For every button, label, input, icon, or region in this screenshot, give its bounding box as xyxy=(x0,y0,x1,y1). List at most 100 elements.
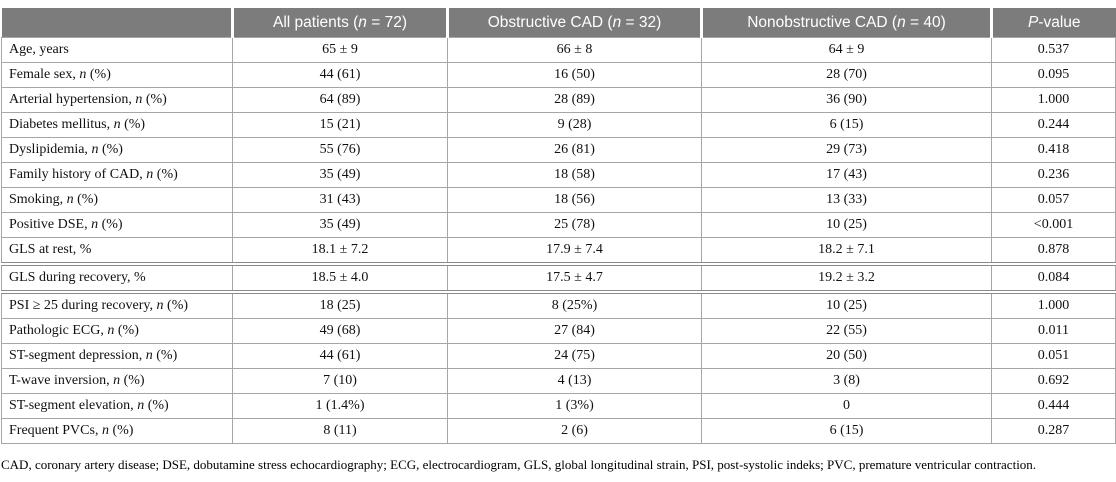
value-cell: 1.000 xyxy=(991,87,1116,113)
value-cell: 1.000 xyxy=(991,291,1116,319)
value-cell: 64 (89) xyxy=(232,87,448,113)
value-cell: 24 (75) xyxy=(447,343,702,369)
value-cell: 65 ± 9 xyxy=(232,37,448,63)
row-label: ST-segment depression, n (%) xyxy=(1,343,233,369)
value-cell: 9 (28) xyxy=(447,112,702,138)
value-cell: 0.236 xyxy=(991,162,1116,188)
row-label-column-header xyxy=(1,8,233,38)
table-row: Frequent PVCs, n (%) 8 (11) 2 (6) 6 (15) 0.2… xyxy=(1,418,1116,444)
table-row: Positive DSE, n (%) 35 (49) 25 (78) 10 (25)… xyxy=(1,212,1116,238)
value-cell: 20 (50) xyxy=(701,343,992,369)
value-cell: 18.2 ± 7.1 xyxy=(701,237,992,266)
header-row: All patients (n = 72) Obstructive CAD (n … xyxy=(1,8,1116,38)
table-footnote: CAD, coronary artery disease; DSE, dobut… xyxy=(1,457,1037,472)
value-cell: 18 (25) xyxy=(232,291,448,319)
value-cell: 27 (84) xyxy=(447,318,702,344)
value-cell: 10 (25) xyxy=(701,291,992,319)
value-cell: 0.692 xyxy=(991,368,1116,394)
value-cell: 18.5 ± 4.0 xyxy=(232,263,448,294)
table-row: Smoking, n (%) 31 (43) 18 (56) 13 (33) 0.057 xyxy=(1,187,1116,213)
value-cell: 8 (11) xyxy=(232,418,448,444)
row-label: GLS during recovery, % xyxy=(1,263,233,294)
value-cell: 0.287 xyxy=(991,418,1116,444)
row-label: T-wave inversion, n (%) xyxy=(1,368,233,394)
value-cell: 25 (78) xyxy=(447,212,702,238)
value-cell: 0.444 xyxy=(991,393,1116,419)
value-cell: 0.878 xyxy=(991,237,1116,266)
row-label: Arterial hypertension, n (%) xyxy=(1,87,233,113)
table-row: ST-segment elevation, n (%) 1 (1.4%) 1 (3%… xyxy=(1,393,1116,419)
row-label: Frequent PVCs, n (%) xyxy=(1,418,233,444)
value-cell: 16 (50) xyxy=(447,62,702,88)
row-label: Female sex, n (%) xyxy=(1,62,233,88)
value-cell: 19.2 ± 3.2 xyxy=(701,263,992,294)
table-row: GLS during recovery, % 18.5 ± 4.0 17.5 ± 4… xyxy=(1,263,1116,294)
column-header: All patients (n = 72) xyxy=(231,8,448,38)
table-row: GLS at rest, % 18.1 ± 7.2 17.9 ± 7.4 18.2 ±… xyxy=(1,237,1116,266)
row-label: Smoking, n (%) xyxy=(1,187,233,213)
value-cell: 17.9 ± 7.4 xyxy=(447,237,702,266)
value-cell: 18 (58) xyxy=(447,162,702,188)
value-cell: 44 (61) xyxy=(232,62,448,88)
value-cell: 0.418 xyxy=(991,137,1116,163)
value-cell: 18 (56) xyxy=(447,187,702,213)
value-cell: 6 (15) xyxy=(701,112,992,138)
value-cell: 0.095 xyxy=(991,62,1116,88)
value-cell: 1 (1.4%) xyxy=(232,393,448,419)
row-label: ST-segment elevation, n (%) xyxy=(1,393,233,419)
value-cell: 6 (15) xyxy=(701,418,992,444)
value-cell: 18.1 ± 7.2 xyxy=(232,237,448,266)
table-row: PSI ≥ 25 during recovery, n (%) 18 (25) 8 … xyxy=(1,291,1116,319)
value-cell: 0.011 xyxy=(991,318,1116,344)
value-cell: 26 (81) xyxy=(447,137,702,163)
value-cell: 8 (25%) xyxy=(447,291,702,319)
row-label: PSI ≥ 25 during recovery, n (%) xyxy=(1,291,233,319)
value-cell: 29 (73) xyxy=(701,137,992,163)
column-header: P-value xyxy=(990,8,1116,38)
table-row: Family history of CAD, n (%) 35 (49) 18 (5… xyxy=(1,162,1116,188)
value-cell: 13 (33) xyxy=(701,187,992,213)
table-row: ST-segment depression, n (%) 44 (61) 24 (7… xyxy=(1,343,1116,369)
row-label: GLS at rest, % xyxy=(1,237,233,266)
table-row: Pathologic ECG, n (%) 49 (68) 27 (84) 22 (5… xyxy=(1,318,1116,344)
value-cell: 0.057 xyxy=(991,187,1116,213)
value-cell: 4 (13) xyxy=(447,368,702,394)
value-cell: 15 (21) xyxy=(232,112,448,138)
value-cell: <0.001 xyxy=(991,212,1116,238)
value-cell: 3 (8) xyxy=(701,368,992,394)
value-cell: 0 xyxy=(701,393,992,419)
value-cell: 35 (49) xyxy=(232,162,448,188)
value-cell: 35 (49) xyxy=(232,212,448,238)
value-cell: 55 (76) xyxy=(232,137,448,163)
table-row: Female sex, n (%) 44 (61) 16 (50) 28 (70) 0.… xyxy=(1,62,1116,88)
value-cell: 2 (6) xyxy=(447,418,702,444)
row-label: Age, years xyxy=(1,37,233,63)
row-label: Diabetes mellitus, n (%) xyxy=(1,112,233,138)
patient-characteristics-table: All patients (n = 72) Obstructive CAD (n … xyxy=(1,8,1116,444)
table-row: Arterial hypertension, n (%) 64 (89) 28 (8… xyxy=(1,87,1116,113)
value-cell: 1 (3%) xyxy=(447,393,702,419)
table-row: Age, years 65 ± 9 66 ± 8 64 ± 9 0.537 xyxy=(1,37,1116,63)
value-cell: 7 (10) xyxy=(232,368,448,394)
value-cell: 22 (55) xyxy=(701,318,992,344)
value-cell: 0.051 xyxy=(991,343,1116,369)
value-cell: 10 (25) xyxy=(701,212,992,238)
value-cell: 44 (61) xyxy=(232,343,448,369)
row-label: Dyslipidemia, n (%) xyxy=(1,137,233,163)
value-cell: 66 ± 8 xyxy=(447,37,702,63)
row-label: Pathologic ECG, n (%) xyxy=(1,318,233,344)
value-cell: 64 ± 9 xyxy=(701,37,992,63)
value-cell: 28 (89) xyxy=(447,87,702,113)
table-body: Age, years 65 ± 9 66 ± 8 64 ± 9 0.537 Female … xyxy=(1,37,1116,444)
value-cell: 17 (43) xyxy=(701,162,992,188)
value-cell: 31 (43) xyxy=(232,187,448,213)
value-cell: 0.244 xyxy=(991,112,1116,138)
value-cell: 0.537 xyxy=(991,37,1116,63)
value-cell: 49 (68) xyxy=(232,318,448,344)
column-header: Nonobstructive CAD (n = 40) xyxy=(700,8,992,38)
column-header: Obstructive CAD (n = 32) xyxy=(446,8,702,38)
row-label: Positive DSE, n (%) xyxy=(1,212,233,238)
table-row: Diabetes mellitus, n (%) 15 (21) 9 (28) 6 (… xyxy=(1,112,1116,138)
row-label: Family history of CAD, n (%) xyxy=(1,162,233,188)
